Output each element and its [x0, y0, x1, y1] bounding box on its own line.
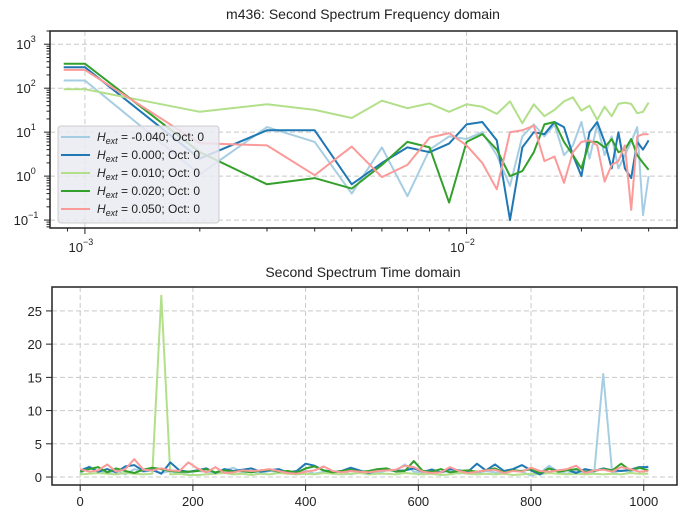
y-tick-label: 20 — [28, 337, 42, 352]
series-line — [63, 68, 649, 211]
legend-symbol: H — [97, 148, 106, 162]
tick-exponent: 2 — [31, 78, 36, 88]
legend-symbol: H — [97, 202, 106, 216]
y-tick-label: 15 — [28, 370, 42, 385]
tick-base: 10 — [14, 213, 28, 228]
legend-label: Hext = 0.020; Oct: 0 — [97, 184, 200, 200]
legend-subscript: ext — [106, 172, 119, 182]
y-tick-label: 25 — [28, 304, 42, 319]
legend-subscript: ext — [106, 208, 119, 218]
x-tick-label: 0 — [77, 494, 84, 509]
legend-text: = 0.050; Oct: 0 — [118, 202, 201, 216]
tick-base: 10 — [16, 169, 30, 184]
y-tick-label: 10−1 — [14, 210, 39, 228]
tick-exponent: −3 — [83, 237, 93, 247]
legend-label: Hext = 0.010; Oct: 0 — [97, 166, 200, 182]
tick-exponent: −2 — [465, 237, 475, 247]
freq-chart-title: m436: Second Spectrum Frequency domain — [226, 6, 500, 22]
tick-base: 10 — [16, 125, 30, 140]
time-chart-title: Second Spectrum Time domain — [265, 264, 460, 280]
x-tick-label: 1000 — [629, 494, 658, 509]
tick-exponent: 0 — [31, 166, 36, 176]
legend-text: = 0.010; Oct: 0 — [118, 166, 201, 180]
axes-frame — [51, 286, 678, 486]
legend-text: = 0.020; Oct: 0 — [118, 184, 201, 198]
legend-text: = 0.000; Oct: 0 — [118, 148, 201, 162]
time-axes: 0 200 400 600 800 1000 0 5 10 15 20 25 — [28, 286, 678, 509]
series-line — [79, 458, 649, 475]
y-tick-label: 5 — [35, 437, 42, 452]
y-tick-label: 103 — [16, 34, 35, 52]
series-line — [63, 79, 650, 217]
series-line — [63, 88, 650, 125]
legend-box — [57, 125, 220, 224]
legend-subscript: ext — [106, 136, 119, 146]
series-line — [80, 294, 649, 476]
y-tick-label: 100 — [16, 166, 35, 184]
y-tick-label: 0 — [35, 470, 42, 485]
tick-base: 10 — [16, 81, 30, 96]
legend-subscript: ext — [106, 190, 119, 200]
tick-exponent: −1 — [28, 210, 38, 220]
x-tick-label: 200 — [182, 494, 204, 509]
x-tick-label: 10−3 — [69, 237, 94, 255]
axes-frame — [49, 30, 678, 229]
legend-symbol: H — [97, 184, 106, 198]
x-tick-label: 400 — [295, 494, 317, 509]
x-tick-label: 800 — [520, 494, 542, 509]
series-line — [63, 62, 650, 204]
y-tick-label: 10 — [28, 404, 42, 419]
tick-base: 10 — [69, 240, 83, 255]
legend-label: Hext = 0.050; Oct: 0 — [97, 202, 200, 218]
x-tick-label: 10−2 — [450, 237, 475, 255]
y-tick-label: 101 — [16, 122, 35, 140]
legend-text: = -0.040; Oct: 0 — [118, 130, 205, 144]
tick-exponent: 3 — [31, 34, 36, 44]
tick-exponent: 1 — [31, 122, 36, 132]
legend-symbol: H — [97, 166, 106, 180]
legend-label: Hext = -0.040; Oct: 0 — [97, 130, 204, 146]
tick-base: 10 — [16, 37, 30, 52]
series-line — [63, 66, 650, 222]
tick-base: 10 — [450, 240, 464, 255]
legend-subscript: ext — [106, 154, 119, 164]
legend-label: Hext = 0.000; Oct: 0 — [97, 148, 200, 164]
legend-symbol: H — [97, 130, 106, 144]
x-tick-label: 600 — [407, 494, 429, 509]
y-tick-label: 102 — [16, 78, 35, 96]
